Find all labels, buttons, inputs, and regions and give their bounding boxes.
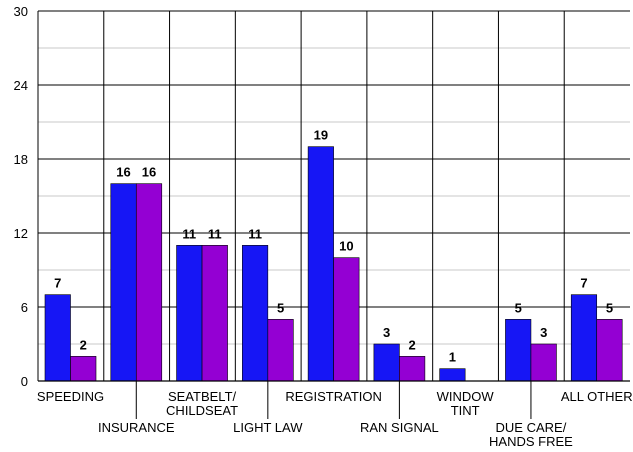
bar-value-label: 7 <box>54 276 61 291</box>
bar-series-1 <box>176 245 203 382</box>
bar-series-2 <box>135 183 163 382</box>
bar-value-label: 5 <box>515 300 522 315</box>
axes <box>37 11 630 419</box>
x-tick-label: INSURANCE <box>98 420 175 435</box>
x-tick-label: RAN SIGNAL <box>360 420 439 435</box>
y-tick-label: 12 <box>14 226 28 241</box>
bar-value-label: 11 <box>248 226 262 241</box>
bar-series-1 <box>505 319 532 382</box>
y-tick-label: 30 <box>14 4 28 19</box>
bar-value-label: 5 <box>606 300 613 315</box>
labels: 7 16 11 11 19 3 1 5 7 2 16 11 5 10 2 3 5 0 6 12 18 24 30 SPEEDI… <box>14 4 633 449</box>
bar-value-label: 10 <box>339 239 353 254</box>
bar-series-1 <box>307 146 334 382</box>
bar-series-2 <box>333 257 360 382</box>
bar-series-1 <box>110 183 137 382</box>
x-tick-label: LIGHT LAW <box>233 420 303 435</box>
bar-value-label: 1 <box>449 350 456 365</box>
x-tick-label: SEATBELT/ <box>168 389 237 404</box>
x-tick-label: TINT <box>451 403 480 418</box>
bar-value-label: 19 <box>314 128 328 143</box>
bar-value-label: 5 <box>277 300 284 315</box>
bar-series-1 <box>44 294 71 382</box>
bar-series-1 <box>439 368 466 382</box>
bar-value-label: 3 <box>383 325 390 340</box>
x-tick-label: CHILDSEAT <box>166 403 238 418</box>
bar-series-1 <box>373 343 400 382</box>
x-tick-label: REGISTRATION <box>285 389 382 404</box>
bar-series-2 <box>201 245 228 382</box>
bar-value-label: 11 <box>182 226 196 241</box>
bar-series-2 <box>267 319 294 382</box>
bar-series-1 <box>570 294 598 382</box>
bar-value-label: 16 <box>116 165 130 180</box>
bar-value-label: 2 <box>409 337 416 352</box>
bar-series-2 <box>70 356 97 382</box>
bar-series-2 <box>530 343 557 382</box>
bar-series-2 <box>596 319 623 382</box>
bar-value-label: 16 <box>142 165 156 180</box>
bar-value-label: 11 <box>208 226 222 241</box>
x-tick-label: WINDOW <box>437 389 495 404</box>
y-tick-label: 24 <box>14 78 28 93</box>
bar-series-1 <box>242 245 269 382</box>
y-tick-label: 0 <box>21 374 28 389</box>
bar-series-2 <box>399 356 426 382</box>
bar-value-label: 3 <box>540 325 547 340</box>
y-tick-label: 6 <box>21 300 28 315</box>
bars <box>44 146 623 382</box>
bar-value-label: 7 <box>580 276 587 291</box>
x-tick-label: SPEEDING <box>37 389 104 404</box>
y-tick-label: 18 <box>14 152 28 167</box>
x-tick-label: DUE CARE/ <box>496 420 567 435</box>
x-tick-label: HANDS FREE <box>489 434 573 449</box>
x-tick-label: ALL OTHER <box>561 389 633 404</box>
bar-value-label: 2 <box>80 337 87 352</box>
